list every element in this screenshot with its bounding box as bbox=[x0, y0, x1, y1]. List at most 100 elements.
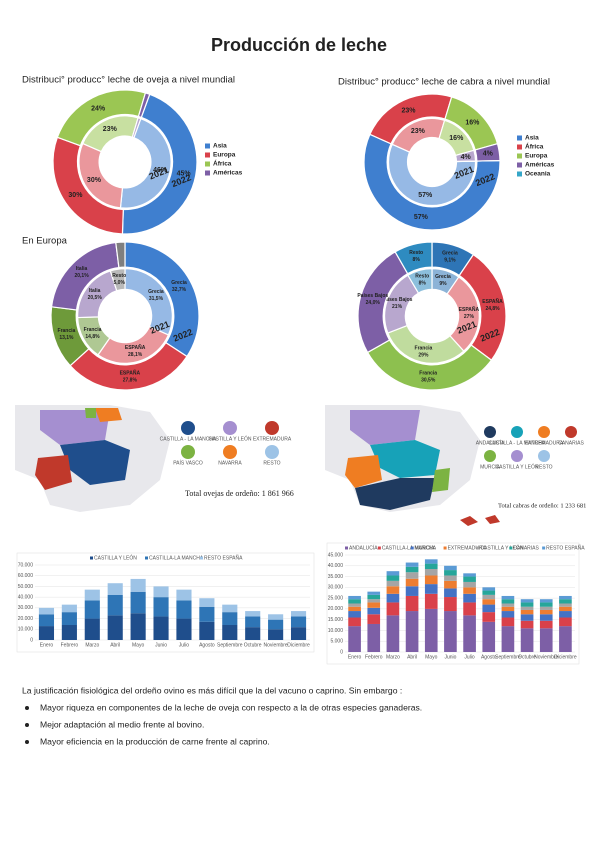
donut-slice bbox=[131, 117, 142, 139]
bar-segment bbox=[559, 617, 572, 627]
bar-segment bbox=[405, 566, 419, 573]
x-tick-label: Febrero bbox=[365, 654, 383, 660]
bar-segment bbox=[463, 593, 476, 603]
bar-segment bbox=[424, 584, 438, 594]
bar-segment bbox=[176, 618, 192, 640]
bar-segment bbox=[386, 615, 400, 652]
bar-segment bbox=[482, 599, 496, 605]
donut-slice bbox=[121, 93, 198, 235]
x-tick-label: Enero bbox=[348, 654, 362, 660]
slice-category: Francia bbox=[84, 327, 102, 333]
slice-label: 27% bbox=[464, 314, 475, 320]
slice-label: 5,0% bbox=[114, 280, 126, 286]
bar-segment bbox=[153, 597, 169, 617]
chart-title: Distribuci° producc° leche de oveja a ni… bbox=[22, 75, 235, 86]
x-tick-label: Marzo bbox=[85, 642, 99, 648]
bar-segment bbox=[176, 600, 192, 619]
bar-segment bbox=[520, 609, 534, 615]
slice-label: 27,8% bbox=[123, 378, 138, 384]
slice-label: 8% bbox=[413, 257, 421, 263]
bar-segment bbox=[444, 611, 457, 652]
donut-slice bbox=[119, 117, 172, 209]
legend-dot bbox=[223, 445, 237, 459]
x-tick-label: Junio bbox=[444, 654, 456, 660]
bar-segment bbox=[222, 604, 238, 613]
slice-category: ESPAÑA bbox=[125, 344, 146, 351]
slice-label: 24,0% bbox=[366, 300, 381, 306]
slice-label: 46% bbox=[153, 167, 168, 174]
slice-category: Resto bbox=[409, 250, 423, 256]
map-sheep bbox=[15, 405, 170, 512]
bar-segment bbox=[130, 578, 146, 592]
legend-dot bbox=[538, 450, 550, 462]
bar-segment bbox=[501, 599, 515, 604]
chart-title: Distribuc° producc° leche de cabra a niv… bbox=[338, 77, 550, 88]
legend-label: RESTO bbox=[535, 464, 552, 470]
bar-segment bbox=[539, 602, 553, 607]
legend-dot bbox=[511, 450, 523, 462]
legend-swatch bbox=[542, 546, 546, 550]
legend-label: RESTO ESPAÑA bbox=[204, 554, 243, 561]
bar-segment bbox=[501, 595, 515, 600]
y-tick-label: 20.000 bbox=[18, 616, 34, 622]
bar-segment bbox=[199, 621, 215, 640]
bar-segment bbox=[386, 593, 400, 603]
bar-segment bbox=[444, 588, 457, 598]
bullet-text: Mayor riqueza en componentes de la leche… bbox=[40, 702, 422, 712]
legend-label: CASTILLA-LA MANCHA bbox=[382, 545, 437, 551]
y-tick-label: 5.000 bbox=[330, 639, 343, 645]
legend-dot bbox=[484, 450, 496, 462]
x-tick-label: Agosto bbox=[481, 654, 497, 660]
bar-segment bbox=[386, 602, 400, 616]
slice-category: Francia bbox=[415, 345, 433, 351]
slice-label: 23% bbox=[411, 128, 426, 135]
bar-segment bbox=[539, 614, 553, 621]
bar-segment bbox=[559, 611, 572, 618]
legend-label: Asia bbox=[525, 135, 539, 142]
bar-segment bbox=[501, 626, 515, 652]
bar-segment bbox=[463, 581, 476, 588]
bar-segment bbox=[405, 578, 419, 587]
bar-segment bbox=[559, 626, 572, 652]
legend-label: EXTREMADURA bbox=[448, 545, 487, 551]
slice-category: Resto bbox=[415, 274, 429, 280]
slice-label: 23% bbox=[402, 108, 417, 115]
slice-label: 16% bbox=[449, 135, 464, 142]
bar-segment bbox=[463, 615, 476, 652]
bar-segment bbox=[559, 606, 572, 612]
bar-segment bbox=[38, 607, 55, 615]
slice-category: Francia bbox=[58, 328, 76, 334]
bar-segment bbox=[501, 617, 515, 627]
x-tick-label: Noviembre bbox=[534, 654, 558, 660]
slice-label: 57% bbox=[418, 192, 433, 199]
bar-segment bbox=[482, 612, 496, 622]
bar-segment bbox=[153, 586, 169, 598]
y-tick-label: 15.000 bbox=[328, 617, 344, 623]
legend-label: Américas bbox=[213, 170, 243, 177]
legend-swatch bbox=[205, 161, 210, 167]
legend-dot bbox=[538, 426, 550, 438]
legend-label: África bbox=[213, 159, 232, 168]
y-tick-label: 50.000 bbox=[18, 584, 34, 590]
bar-segment bbox=[199, 606, 215, 622]
x-tick-label: Junio bbox=[155, 642, 167, 648]
slice-label: 30% bbox=[87, 177, 102, 184]
bar-segment bbox=[444, 597, 457, 612]
y-tick-label: 45.000 bbox=[328, 552, 344, 558]
bar-segment bbox=[444, 580, 457, 589]
bar-segment bbox=[559, 599, 572, 604]
y-tick-label: 40.000 bbox=[18, 594, 34, 600]
legend-label: RESTO bbox=[263, 460, 280, 466]
y-tick-label: 10.000 bbox=[18, 627, 34, 633]
bar-segment bbox=[245, 616, 261, 628]
legend-label: CASTILLA - LA MANCHA bbox=[489, 440, 546, 446]
bar-segment bbox=[367, 599, 381, 603]
slice-category: Francia bbox=[419, 371, 437, 377]
legend-label: PAÍS VASCO bbox=[173, 459, 203, 466]
bar-segment bbox=[367, 607, 381, 615]
chart-frame bbox=[326, 542, 580, 665]
bar-segment bbox=[405, 595, 419, 612]
slice-category: ESPAÑA bbox=[120, 370, 141, 377]
legend-swatch bbox=[345, 546, 348, 550]
x-tick-label: Enero bbox=[40, 642, 54, 648]
